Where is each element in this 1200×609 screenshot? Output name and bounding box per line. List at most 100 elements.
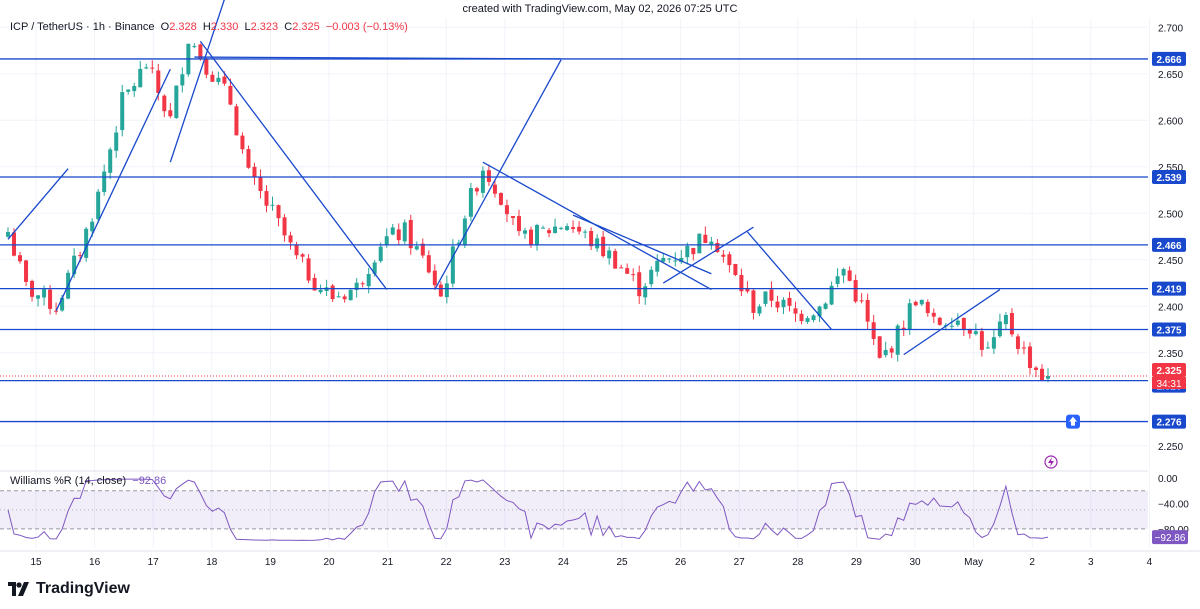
time-tick-label: 24	[558, 557, 570, 568]
candle-body	[114, 132, 119, 151]
time-tick-label: 21	[382, 557, 394, 568]
trend-line	[169, 0, 225, 163]
candle-body	[931, 312, 936, 317]
candle-body	[390, 227, 395, 235]
candle-body	[294, 244, 299, 256]
candle-body	[937, 317, 942, 325]
candle-body	[258, 177, 263, 192]
candle-body	[150, 67, 155, 69]
candle-body	[577, 226, 582, 232]
candle-body	[1039, 368, 1044, 381]
candle-body	[162, 95, 167, 112]
candle-body	[895, 325, 900, 355]
candle-body	[330, 285, 335, 300]
candle-body	[877, 336, 882, 358]
candle-body	[913, 301, 918, 306]
tradingview-logo-icon	[8, 582, 29, 596]
candle-body	[180, 74, 185, 86]
candle-body	[18, 255, 23, 262]
candle-body	[823, 303, 828, 309]
candle-body	[282, 217, 287, 236]
price-tick-label: 2.550	[1158, 163, 1183, 174]
candle-body	[96, 191, 101, 220]
candle-body	[90, 221, 95, 232]
arrow-up-icon	[1069, 416, 1077, 426]
candle-body	[793, 308, 798, 314]
candle-body	[685, 245, 690, 258]
candle-body	[655, 260, 660, 272]
candle-body	[276, 205, 281, 219]
candle-body	[967, 329, 972, 334]
trend-line	[55, 68, 171, 312]
candle-body	[613, 251, 618, 269]
candle-body	[589, 230, 594, 247]
candle-body	[138, 68, 143, 88]
candle-body	[156, 70, 161, 94]
candle-body	[1027, 346, 1032, 369]
candle-body	[102, 171, 107, 193]
candle-body	[360, 283, 365, 285]
brand-logo[interactable]: TradingView	[8, 580, 130, 598]
candle-body	[198, 44, 203, 60]
candle-body	[78, 255, 83, 257]
candle-body	[559, 227, 564, 229]
candle-body	[739, 274, 744, 292]
candle-body	[384, 236, 389, 245]
time-tick-label: 19	[265, 557, 277, 568]
candle-body	[673, 260, 678, 262]
candle-body	[571, 227, 576, 230]
low-key: L	[244, 21, 251, 33]
candle-body	[769, 289, 774, 301]
low-value: 2.323	[250, 21, 279, 33]
candle-body	[667, 258, 672, 260]
candle-body	[721, 254, 726, 257]
candle-body	[204, 58, 209, 75]
symbol-name[interactable]: ICP / TetherUS · 1h · Binance	[10, 21, 155, 33]
time-tick-label: 28	[792, 557, 804, 568]
candle-body	[565, 226, 570, 231]
candle-body	[408, 220, 413, 249]
candle-body	[847, 270, 852, 281]
candle-body	[781, 299, 786, 308]
trend-line	[903, 288, 1001, 356]
candle-body	[354, 282, 359, 291]
candle-body	[498, 193, 503, 205]
candle-body	[619, 267, 624, 269]
candle-body	[745, 288, 750, 292]
wr-value-box	[1152, 530, 1188, 545]
candle-body	[955, 320, 960, 325]
indicator-label[interactable]: Williams %R (14, close)	[10, 475, 127, 487]
candle-body	[649, 269, 654, 285]
candle-body	[535, 225, 540, 245]
candle-body	[679, 257, 684, 262]
candle-body	[1021, 347, 1026, 349]
price-axis-label: 2.666	[1156, 55, 1181, 66]
candle-body	[775, 301, 780, 308]
price-axis-label: 2.466	[1156, 241, 1181, 252]
time-tick-label: 30	[909, 557, 921, 568]
candle-body	[883, 349, 888, 356]
candle-body	[691, 247, 696, 255]
price-tick-label: 2.250	[1158, 442, 1183, 453]
candle-body	[595, 238, 600, 249]
price-tick-label: 2.350	[1158, 349, 1183, 360]
candle-body	[6, 232, 10, 237]
candle-body	[426, 255, 431, 273]
candle-body	[1033, 367, 1038, 370]
candle-body	[450, 246, 455, 284]
candle-body	[607, 250, 612, 259]
price-tick-label: 2.600	[1158, 116, 1183, 127]
candle-body	[637, 272, 642, 297]
candle-body	[414, 246, 419, 250]
candle-body	[234, 106, 239, 136]
symbol-legend: ICP / TetherUS · 1h · Binance O2.328 H2.…	[10, 21, 408, 33]
candle-body	[907, 303, 912, 330]
candle-body	[979, 331, 984, 350]
time-tick-label: 3	[1088, 557, 1094, 568]
close-value: 2.325	[292, 21, 320, 33]
wr-line	[7, 478, 1049, 541]
countdown-box	[1152, 377, 1186, 390]
candle-body	[510, 216, 515, 219]
trend-line	[7, 168, 69, 240]
